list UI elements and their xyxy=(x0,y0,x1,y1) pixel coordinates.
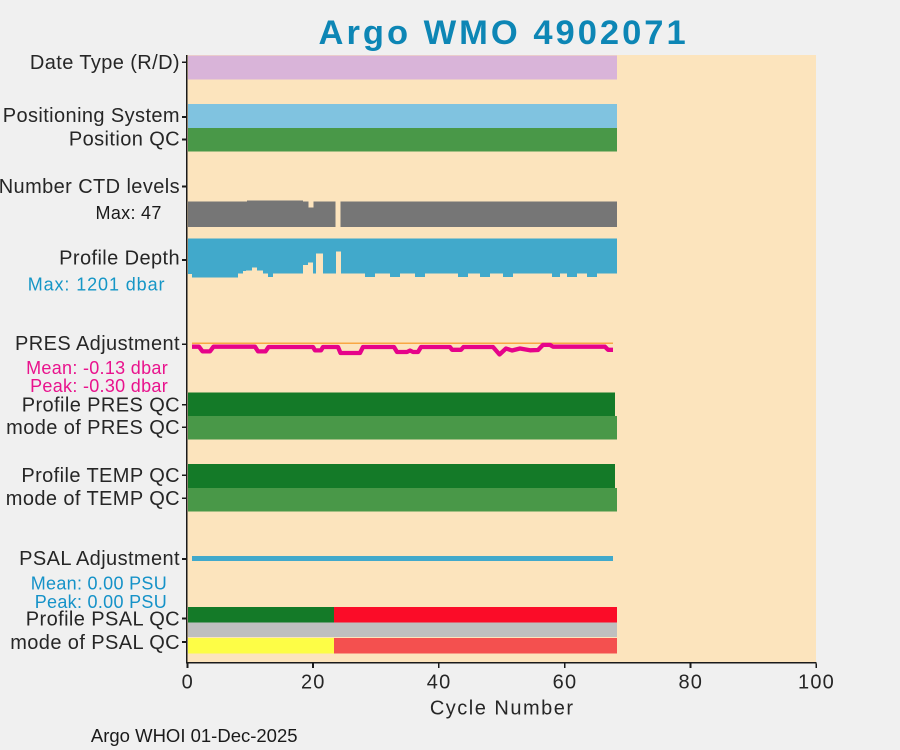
svg-text:0: 0 xyxy=(182,671,194,693)
svg-text:40: 40 xyxy=(427,671,452,693)
svg-text:Max: 47: Max: 47 xyxy=(96,203,162,223)
svg-text:Max: 1201 dbar: Max: 1201 dbar xyxy=(28,275,166,295)
svg-text:Mean: -0.13 dbar: Mean: -0.13 dbar xyxy=(26,358,168,378)
svg-text:Profile PSAL QC: Profile PSAL QC xyxy=(26,609,180,631)
svg-text:20: 20 xyxy=(301,671,326,693)
svg-text:Mean: 0.00 PSU: Mean: 0.00 PSU xyxy=(31,573,167,593)
svg-text:100: 100 xyxy=(798,671,835,693)
svg-text:PRES Adjustment: PRES Adjustment xyxy=(15,333,180,355)
svg-text:PSAL Adjustment: PSAL Adjustment xyxy=(19,548,180,570)
svg-text:Number CTD levels: Number CTD levels xyxy=(0,176,180,198)
svg-text:Peak: -0.30 dbar: Peak: -0.30 dbar xyxy=(30,376,168,396)
svg-text:Position QC: Position QC xyxy=(69,128,180,150)
svg-text:Argo WMO 4902071: Argo WMO 4902071 xyxy=(319,14,689,52)
svg-text:Profile Depth: Profile Depth xyxy=(59,248,180,270)
svg-text:Date Type (R/D): Date Type (R/D) xyxy=(30,52,180,74)
svg-text:Profile TEMP QC: Profile TEMP QC xyxy=(21,465,180,487)
svg-text:Cycle Number: Cycle Number xyxy=(430,697,575,719)
svg-text:60: 60 xyxy=(553,671,578,693)
svg-text:Peak: 0.00 PSU: Peak: 0.00 PSU xyxy=(35,592,167,612)
svg-text:Argo WHOI 01-Dec-2025: Argo WHOI 01-Dec-2025 xyxy=(91,725,298,746)
svg-text:Profile PRES QC: Profile PRES QC xyxy=(22,394,180,416)
svg-text:mode of PSAL QC: mode of PSAL QC xyxy=(10,632,180,654)
svg-text:mode of PRES QC: mode of PRES QC xyxy=(6,417,180,439)
svg-text:80: 80 xyxy=(678,671,703,693)
svg-text:Positioning System: Positioning System xyxy=(3,105,180,127)
svg-text:mode of TEMP QC: mode of TEMP QC xyxy=(6,488,180,510)
